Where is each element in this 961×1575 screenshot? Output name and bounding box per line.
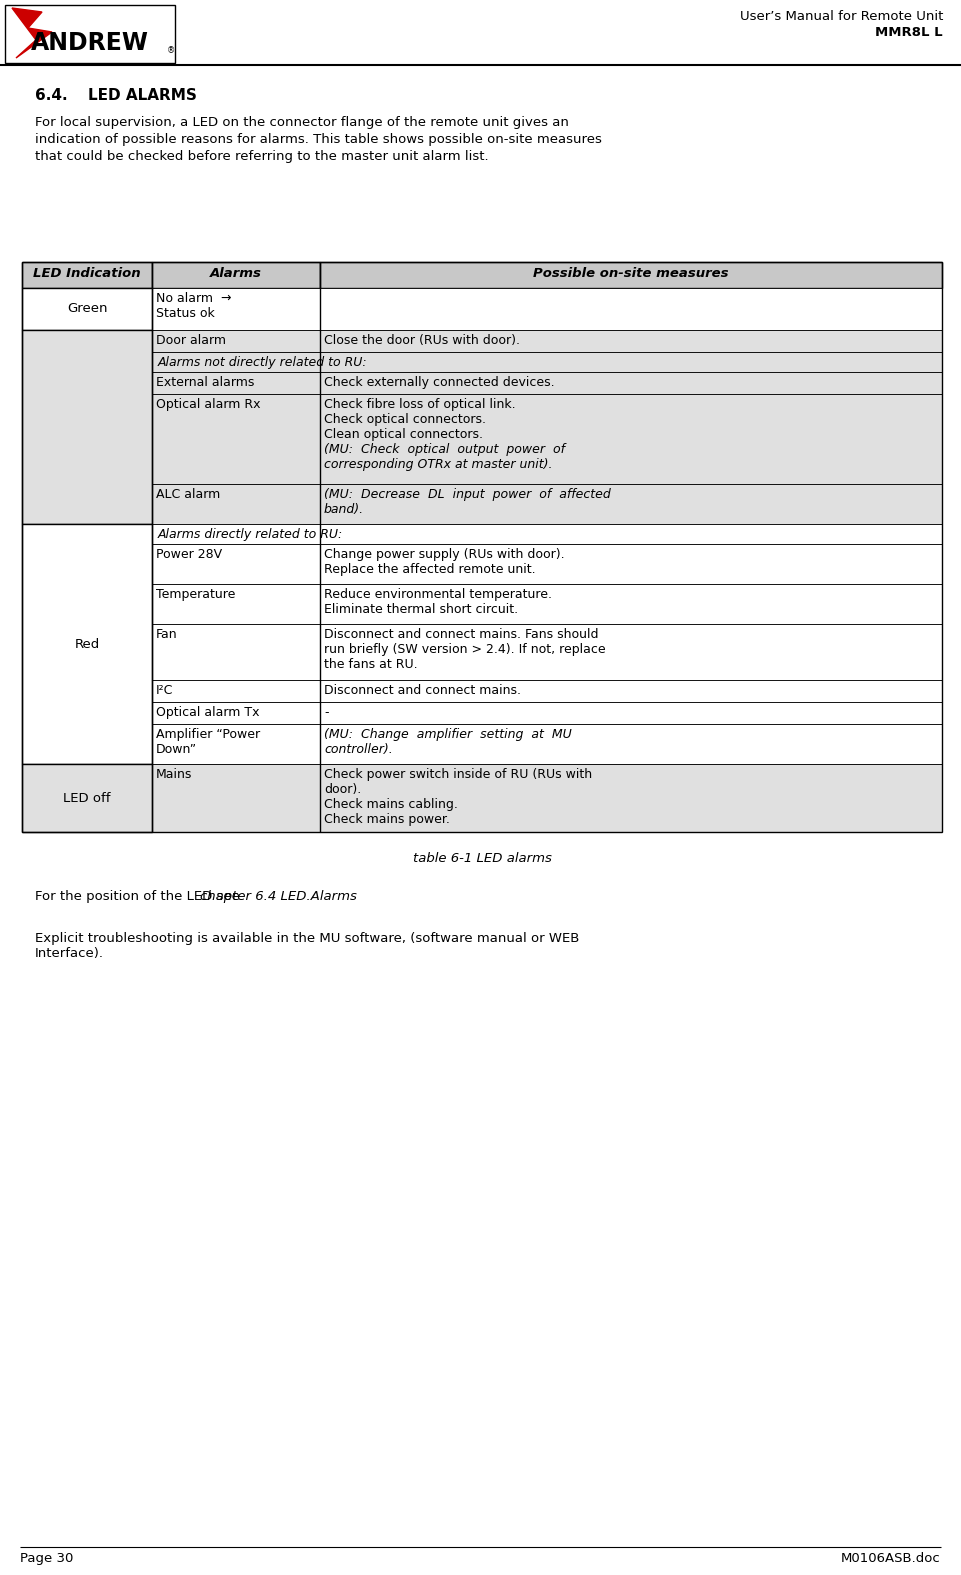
- Bar: [152, 524, 942, 543]
- Bar: [320, 764, 942, 832]
- Text: For local supervision, a LED on the connector flange of the remote unit gives an: For local supervision, a LED on the conn…: [35, 117, 569, 129]
- Text: Explicit troubleshooting is available in the MU software, (software manual or WE: Explicit troubleshooting is available in…: [35, 932, 579, 961]
- Bar: [152, 724, 320, 764]
- Text: For the position of the LED see: For the position of the LED see: [35, 890, 244, 902]
- Text: corresponding OTRx at master unit).: corresponding OTRx at master unit).: [324, 458, 553, 471]
- Bar: [320, 584, 942, 624]
- Text: External alarms: External alarms: [156, 376, 255, 389]
- Text: Change power supply (RUs with door).
Replace the affected remote unit.: Change power supply (RUs with door). Rep…: [324, 548, 565, 576]
- Text: Possible on-site measures: Possible on-site measures: [533, 268, 728, 280]
- Bar: [22, 764, 152, 832]
- Text: ®: ®: [167, 46, 175, 55]
- Text: User’s Manual for Remote Unit: User’s Manual for Remote Unit: [740, 9, 943, 24]
- Text: Alarms directly related to RU:: Alarms directly related to RU:: [158, 528, 343, 540]
- Text: LED ALARMS: LED ALARMS: [88, 88, 197, 102]
- Bar: [22, 331, 152, 524]
- Text: Mains: Mains: [156, 769, 192, 781]
- Bar: [320, 261, 942, 288]
- Text: indication of possible reasons for alarms. This table shows possible on-site mea: indication of possible reasons for alarm…: [35, 132, 602, 146]
- Text: Check fibre loss of optical link.: Check fibre loss of optical link.: [324, 398, 516, 411]
- Bar: [320, 288, 942, 331]
- Text: I²C: I²C: [156, 684, 173, 698]
- Text: Red: Red: [74, 638, 100, 650]
- Text: LED Indication: LED Indication: [34, 268, 141, 280]
- Bar: [320, 724, 942, 764]
- Bar: [320, 624, 942, 680]
- Text: (MU:  Check  optical  output  power  of: (MU: Check optical output power of: [324, 443, 565, 457]
- Text: Disconnect and connect mains. Fans should
run briefly (SW version > 2.4). If not: Disconnect and connect mains. Fans shoul…: [324, 628, 605, 671]
- Text: Page 30: Page 30: [20, 1551, 73, 1566]
- Text: M0106ASB.doc: M0106ASB.doc: [841, 1551, 941, 1566]
- Bar: [320, 543, 942, 584]
- Bar: [152, 702, 320, 725]
- Text: Optical alarm Tx: Optical alarm Tx: [156, 706, 259, 720]
- Text: that could be checked before referring to the master unit alarm list.: that could be checked before referring t…: [35, 150, 488, 162]
- Text: MMR8L L: MMR8L L: [875, 27, 943, 39]
- Bar: [22, 288, 152, 331]
- Bar: [152, 764, 320, 832]
- Text: LED off: LED off: [63, 792, 111, 805]
- Text: Temperature: Temperature: [156, 587, 235, 602]
- Bar: [152, 484, 320, 524]
- Bar: [152, 261, 320, 288]
- Text: chapter 6.4 LED Alarms: chapter 6.4 LED Alarms: [200, 890, 357, 902]
- Bar: [320, 484, 942, 524]
- Text: Check externally connected devices.: Check externally connected devices.: [324, 376, 554, 389]
- Bar: [22, 524, 152, 764]
- Bar: [152, 624, 320, 680]
- Bar: [5, 5, 175, 63]
- Text: -: -: [324, 706, 329, 720]
- Text: Amplifier “Power
Down”: Amplifier “Power Down”: [156, 728, 260, 756]
- Text: Clean optical connectors.: Clean optical connectors.: [324, 428, 483, 441]
- Bar: [152, 351, 942, 372]
- Text: Power 28V: Power 28V: [156, 548, 222, 561]
- Text: ANDREW: ANDREW: [31, 32, 149, 55]
- Bar: [320, 702, 942, 725]
- Bar: [152, 394, 320, 484]
- Bar: [152, 331, 320, 351]
- Text: Check power switch inside of RU (RUs with
door).
Check mains cabling.
Check main: Check power switch inside of RU (RUs wit…: [324, 769, 592, 825]
- Text: Check optical connectors.: Check optical connectors.: [324, 413, 486, 425]
- Text: (MU:  Change  amplifier  setting  at  MU
controller).: (MU: Change amplifier setting at MU cont…: [324, 728, 572, 756]
- Bar: [320, 394, 942, 484]
- Bar: [320, 372, 942, 394]
- Text: .: .: [306, 890, 309, 902]
- Text: Disconnect and connect mains.: Disconnect and connect mains.: [324, 684, 521, 698]
- Text: Close the door (RUs with door).: Close the door (RUs with door).: [324, 334, 520, 346]
- Text: (MU:  Decrease  DL  input  power  of  affected
band).: (MU: Decrease DL input power of affected…: [324, 488, 611, 517]
- Polygon shape: [12, 8, 52, 58]
- Bar: [152, 584, 320, 624]
- Text: Fan: Fan: [156, 628, 178, 641]
- Bar: [152, 680, 320, 702]
- Bar: [152, 288, 320, 331]
- Bar: [320, 331, 942, 351]
- Bar: [152, 372, 320, 394]
- Text: ALC alarm: ALC alarm: [156, 488, 220, 501]
- Text: Alarms: Alarms: [210, 268, 262, 280]
- Bar: [152, 543, 320, 584]
- Text: Door alarm: Door alarm: [156, 334, 226, 346]
- Text: 6.4.: 6.4.: [35, 88, 67, 102]
- Text: Reduce environmental temperature.
Eliminate thermal short circuit.: Reduce environmental temperature. Elimin…: [324, 587, 552, 616]
- Text: Green: Green: [66, 302, 108, 315]
- Text: No alarm  →
Status ok: No alarm → Status ok: [156, 291, 232, 320]
- Text: Alarms not directly related to RU:: Alarms not directly related to RU:: [158, 356, 368, 369]
- Bar: [22, 261, 152, 288]
- Text: table 6-1 LED alarms: table 6-1 LED alarms: [412, 852, 552, 865]
- Text: Optical alarm Rx: Optical alarm Rx: [156, 398, 260, 411]
- Bar: [320, 680, 942, 702]
